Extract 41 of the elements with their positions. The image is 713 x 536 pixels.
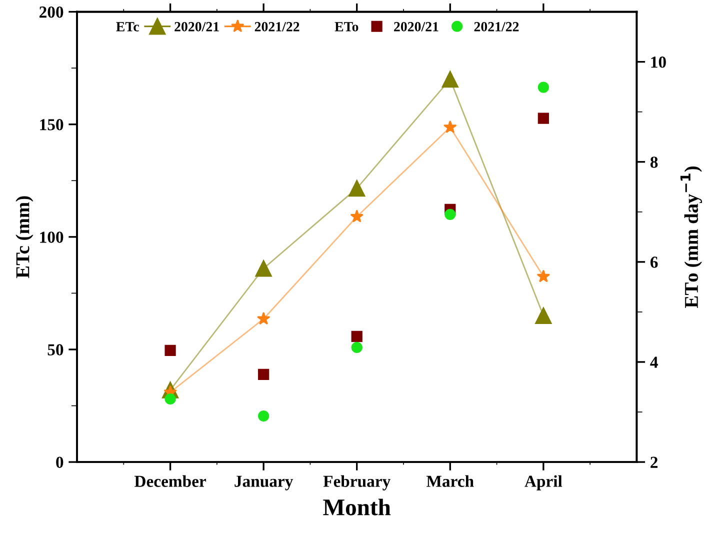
x-tick-label: December <box>134 475 206 487</box>
legend-label: 2020/21 <box>174 22 219 32</box>
y2-tick-label: 2 <box>650 456 658 468</box>
y-tick-label: 0 <box>56 456 64 468</box>
point <box>535 307 552 324</box>
point <box>164 344 176 356</box>
point <box>538 82 549 93</box>
point <box>351 342 362 354</box>
annotation: ETc <box>116 22 139 32</box>
x-tick-label: April <box>524 475 562 490</box>
legend-label: 2020/21 <box>394 22 438 32</box>
point <box>256 312 270 325</box>
x-axis-title: Month <box>323 498 391 516</box>
point <box>351 330 362 342</box>
y2-axis-title: ETo (mm day$^{−1}$) <box>680 166 702 308</box>
point <box>258 368 270 380</box>
x-tick-label: March <box>426 475 474 487</box>
x-tick-label: January <box>234 476 294 490</box>
y-axis-title: ETc (mm) <box>16 196 34 278</box>
legend-label: 2021/22 <box>254 22 300 32</box>
y2-tick-label: 6 <box>650 256 658 268</box>
point <box>536 270 550 282</box>
point <box>350 210 364 222</box>
y-tick-label: 50 <box>48 344 64 356</box>
annotation: ETo <box>334 22 358 32</box>
point <box>258 410 270 422</box>
y-tick-label: 100 <box>40 232 64 243</box>
y-tick-label: 200 <box>40 6 64 18</box>
y-tick-label: 150 <box>40 119 64 130</box>
point <box>164 393 176 405</box>
y2-tick-label: 8 <box>650 156 658 168</box>
x-tick-label: February <box>323 475 390 490</box>
legend-label: 2021/22 <box>474 22 519 32</box>
point <box>538 112 549 124</box>
y2-tick-label: 10 <box>651 56 666 68</box>
point <box>444 208 456 220</box>
point <box>444 120 457 134</box>
y2-tick-label: 4 <box>650 356 658 368</box>
point <box>255 260 272 277</box>
point <box>442 70 458 88</box>
point <box>348 180 366 197</box>
